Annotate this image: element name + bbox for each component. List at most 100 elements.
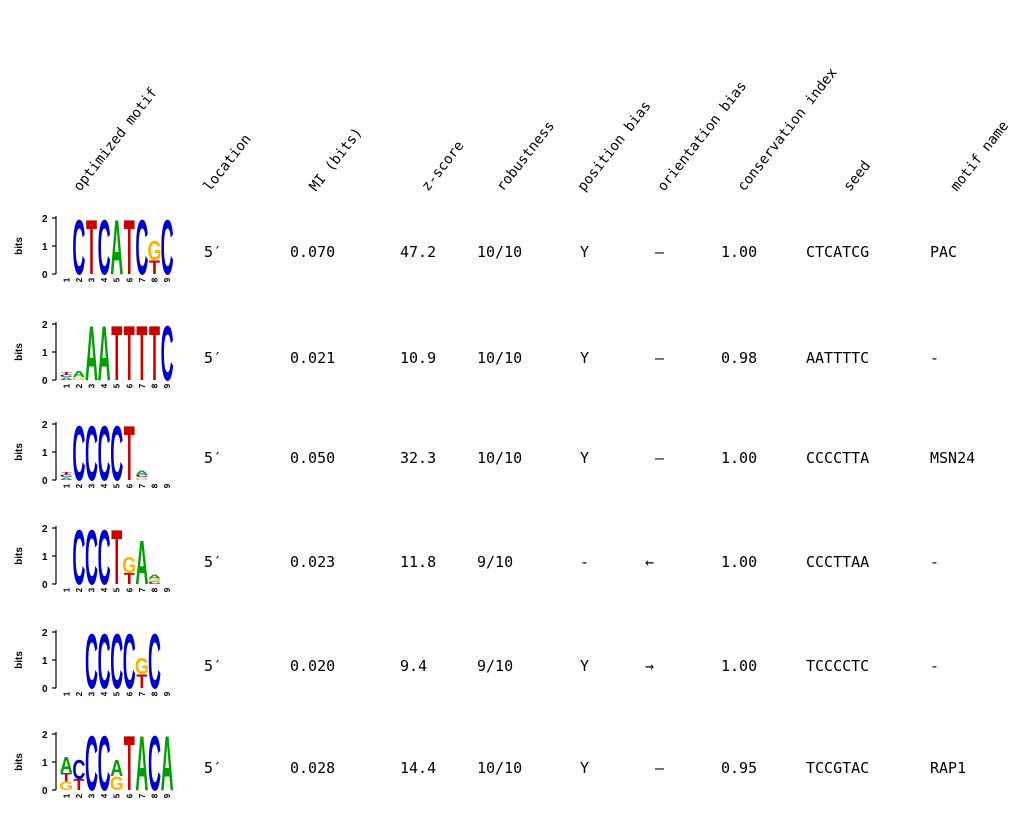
logo-letter: C	[148, 721, 161, 808]
logo-position-number: 9	[163, 793, 172, 798]
logo-letter: T	[124, 411, 135, 498]
conservation-cell: 0.95	[721, 759, 757, 777]
zscore-cell: 14.4	[400, 759, 436, 777]
logo-position-number: 6	[125, 587, 134, 592]
conservation-cell: 1.00	[721, 449, 757, 467]
logo-letter: A	[135, 527, 148, 598]
logo-letter: C	[98, 721, 111, 808]
logo-tick-label: 0	[42, 376, 48, 387]
logo-letter: A	[60, 476, 74, 481]
logo-letter: A	[161, 721, 174, 808]
location-cell: 5′	[204, 759, 222, 777]
position-bias-cell: Y	[580, 349, 589, 367]
column-headers: optimized motif location MI (bits) z-score r…	[71, 65, 1013, 194]
mi-cell: 0.028	[290, 759, 335, 777]
logo-position-number: 2	[75, 587, 84, 592]
logo-tick-label: 0	[42, 786, 48, 797]
mi-cell: 0.050	[290, 449, 335, 467]
logo-letter: C	[85, 619, 98, 706]
mi-cell: 0.021	[290, 349, 335, 367]
logo-letter: C	[148, 580, 162, 585]
logo-position-number: 3	[88, 277, 97, 282]
logo-tick-label: 2	[42, 320, 48, 331]
logo-tick-label: 2	[42, 524, 48, 535]
logo-letter: C	[85, 721, 98, 808]
logo-letter: C	[110, 619, 123, 706]
logo-letter: T	[136, 311, 147, 398]
logo-letter: T	[61, 471, 72, 476]
logo-position-number: 3	[88, 793, 97, 798]
conservation-cell: 1.00	[721, 657, 757, 675]
logo-position-number: 8	[151, 691, 160, 696]
logo-position-number: 9	[163, 483, 172, 488]
logo-letter: C	[135, 205, 148, 292]
position-bias-cell: -	[580, 553, 589, 571]
position-bias-cell: Y	[580, 657, 589, 675]
logo-position-number: 6	[125, 277, 134, 282]
motif-name-cell: RAP1	[930, 759, 966, 777]
logo-position-number: 5	[113, 587, 122, 592]
logo-position-number: 3	[88, 587, 97, 592]
column-header: position bias	[575, 98, 655, 194]
logo-letter: T	[61, 772, 73, 785]
logo-axis-label: bits	[14, 443, 25, 461]
logo-position-number: 5	[113, 793, 122, 798]
logo-tick-label: 0	[42, 476, 48, 487]
location-cell: 5′	[204, 449, 222, 467]
logo-position-number: 4	[100, 277, 109, 282]
mi-cell: 0.070	[290, 243, 335, 261]
logo-position-number: 6	[125, 483, 134, 488]
column-header: seed	[841, 158, 874, 194]
arrow-left-icon: ←	[645, 553, 654, 571]
logo-tick-label: 1	[42, 758, 48, 769]
logo-position-number: 9	[163, 587, 172, 592]
logo-letter: A	[110, 756, 123, 782]
logo-position-number: 7	[138, 691, 147, 696]
robustness-cell: 9/10	[477, 553, 513, 571]
arrow-right-icon: →	[645, 657, 654, 675]
logo-position-number: 1	[62, 587, 71, 592]
logo-position-number: 8	[151, 383, 160, 388]
logo-position-number: 8	[151, 793, 160, 798]
logo-letter: T	[124, 311, 135, 398]
logo-position-number: 7	[138, 483, 147, 488]
logo-position-number: 9	[163, 691, 172, 696]
logo-position-number: 7	[138, 793, 147, 798]
logo-position-number: 5	[113, 483, 122, 488]
logo-letter: A	[85, 311, 98, 398]
zscore-cell: 10.9	[400, 349, 436, 367]
logo-letter: G	[122, 553, 136, 579]
logo-position-number: 7	[138, 587, 147, 592]
zscore-cell: 47.2	[400, 243, 436, 261]
logo-letter: A	[60, 376, 74, 381]
logo-position-number: 8	[151, 277, 160, 282]
orientation-bias-cell: –	[655, 349, 665, 367]
logo-letter: C	[161, 311, 174, 398]
logo-letter: T	[124, 205, 135, 292]
logo-position-number: 8	[151, 483, 160, 488]
robustness-cell: 10/10	[477, 449, 522, 467]
logo-letter: A	[135, 721, 148, 808]
logo-axis-label: bits	[14, 651, 25, 669]
logo-position-number: 4	[100, 691, 109, 696]
logo-letter: T	[86, 205, 97, 292]
logo-letter: C	[60, 474, 74, 479]
logo-position-number: 1	[62, 277, 71, 282]
seed-cell: CTCATCG	[806, 243, 869, 261]
location-cell: 5′	[204, 349, 222, 367]
logo-position-number: 6	[125, 383, 134, 388]
logo-letter: C	[161, 205, 174, 292]
logo-tick-label: 1	[42, 552, 48, 563]
logo-tick-label: 0	[42, 580, 48, 591]
logo-letter: C	[123, 619, 136, 706]
logo-tick-label: 0	[42, 684, 48, 695]
logo-position-number: 2	[75, 793, 84, 798]
orientation-bias-cell: –	[655, 243, 665, 261]
logo-position-number: 1	[62, 383, 71, 388]
